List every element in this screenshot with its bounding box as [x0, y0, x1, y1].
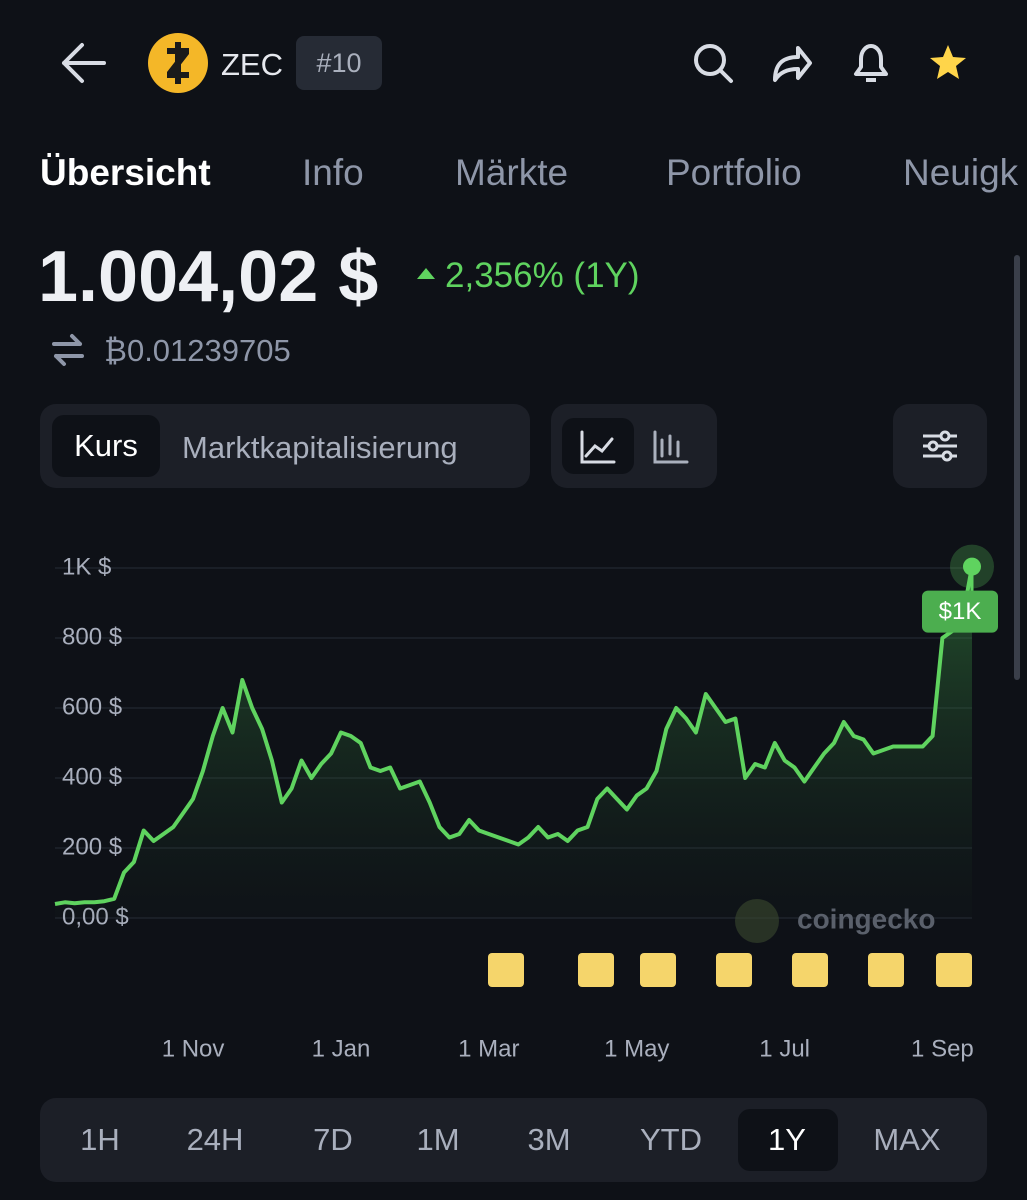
swap-icon — [52, 334, 84, 366]
tab[interactable]: Portfolio — [666, 152, 802, 193]
tab[interactable]: Märkte — [455, 152, 569, 193]
favorite-star[interactable] — [930, 45, 966, 79]
x-tick-label: 1 Jan — [312, 1035, 371, 1062]
event-markers — [488, 953, 972, 987]
price-change: 2,356% (1Y) — [445, 256, 640, 295]
y-tick-label: 800 $ — [62, 623, 122, 650]
share-icon[interactable] — [773, 46, 812, 82]
line-icon[interactable] — [580, 430, 616, 464]
coin-logo — [148, 33, 208, 93]
bell-icon[interactable] — [854, 44, 888, 82]
toggle-option[interactable]: Marktkapitalisierung — [182, 430, 458, 465]
y-tick-label: 400 $ — [62, 763, 122, 790]
x-tick-label: 1 May — [604, 1035, 669, 1062]
price-badge — [922, 590, 998, 633]
range-selected — [738, 1109, 838, 1171]
x-tick-label: 1 Sep — [911, 1035, 974, 1062]
coin-symbol: ZEC — [221, 47, 283, 82]
range-option[interactable]: 1H — [80, 1122, 120, 1157]
range-option[interactable]: 1M — [416, 1122, 460, 1157]
line-type-selected[interactable] — [562, 418, 634, 474]
y-tick-label: 1K $ — [62, 553, 111, 580]
x-tick-label: 1 Nov — [162, 1035, 225, 1062]
up-arrow — [417, 268, 435, 279]
candle-icon[interactable] — [653, 430, 689, 464]
header-icons — [62, 33, 966, 93]
price-line — [54, 566, 974, 906]
rank-badge: #10 — [296, 36, 382, 90]
range-option[interactable]: MAX — [873, 1122, 941, 1157]
y-tick-label: 600 $ — [62, 693, 122, 720]
chart-type-icons — [580, 430, 689, 464]
tab[interactable]: Neuigk — [903, 152, 1019, 193]
tab[interactable]: Übersicht — [40, 152, 211, 193]
btc-price: ₿0.01239705 — [104, 333, 291, 368]
toggle-option[interactable]: Kurs — [52, 415, 160, 477]
search-icon[interactable] — [694, 44, 733, 83]
range-option[interactable]: 3M — [527, 1122, 571, 1157]
range-option[interactable]: 7D — [313, 1122, 353, 1157]
range-option[interactable]: YTD — [640, 1122, 702, 1157]
area — [55, 566, 972, 918]
end-point — [963, 557, 981, 576]
range-option[interactable]: 24H — [186, 1122, 244, 1157]
range-option[interactable]: 1Y — [768, 1122, 806, 1157]
price-badge-label: $1K — [939, 598, 982, 625]
scrollbar — [1014, 255, 1020, 680]
settings-icon — [923, 430, 957, 462]
x-tick-label: 1 Jul — [759, 1035, 810, 1062]
y-tick-label: 200 $ — [62, 833, 122, 860]
watermark: coingecko — [797, 903, 935, 934]
back-button[interactable] — [62, 43, 106, 83]
tab[interactable]: Info — [302, 152, 364, 193]
x-tick-label: 1 Mar — [458, 1035, 519, 1062]
watermark-logo — [735, 899, 779, 943]
price: 1.004,02 $ — [38, 237, 379, 317]
